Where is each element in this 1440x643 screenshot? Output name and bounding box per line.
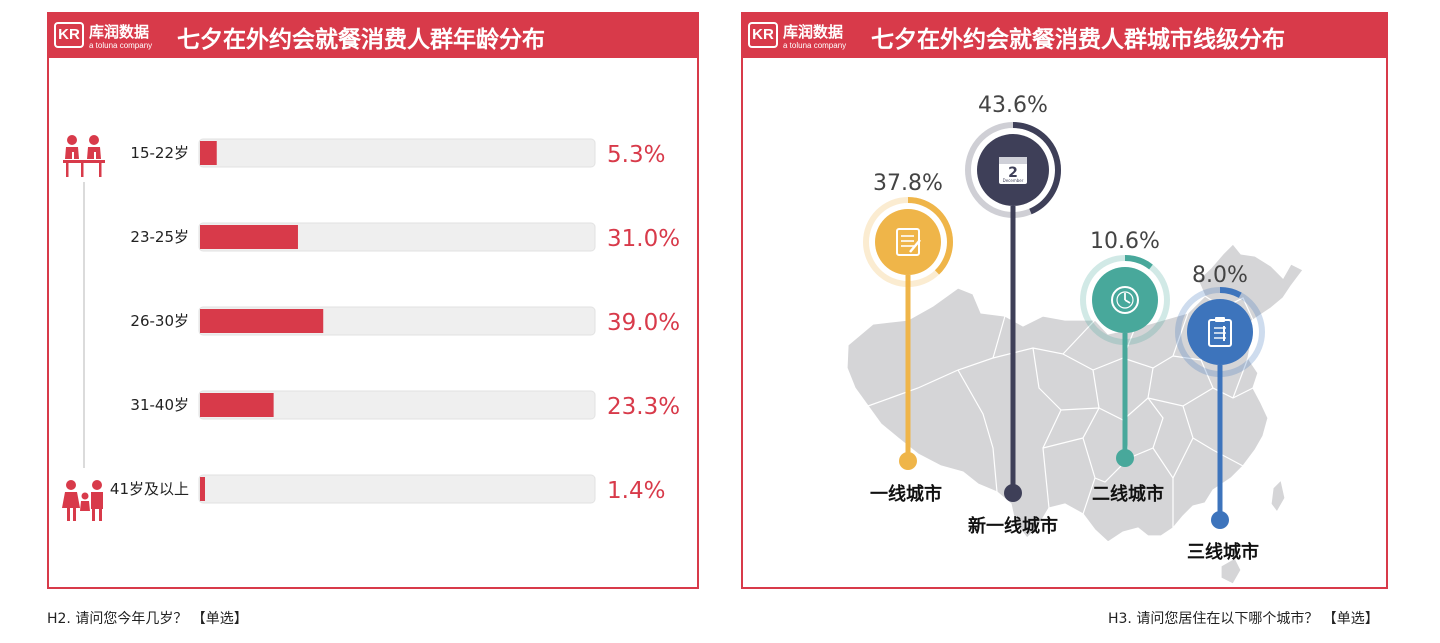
notepad-icon bbox=[896, 228, 921, 256]
pin-head bbox=[875, 209, 941, 275]
pin-value-arc bbox=[863, 197, 953, 287]
age-category-label: 26-30岁 bbox=[130, 312, 189, 330]
age-bar bbox=[200, 477, 205, 501]
chart-title: 七夕在外约会就餐消费人群年龄分布 bbox=[177, 27, 545, 53]
panel-header: KR 库润数据 a toluna company 七夕在外约会就餐消费人群城市线… bbox=[743, 14, 1386, 58]
panel-header: KR 库润数据 a toluna company 七夕在外约会就餐消费人群年龄分… bbox=[49, 14, 697, 58]
china-map bbox=[846, 243, 1304, 585]
brand-logo: KR 库润数据 a toluna company bbox=[748, 19, 852, 53]
age-bar bbox=[200, 225, 298, 249]
pin-value-arc bbox=[965, 122, 1061, 218]
bar-track bbox=[198, 222, 596, 252]
age-value-label: 1.4% bbox=[607, 478, 665, 504]
family-icon bbox=[62, 480, 103, 521]
pin-endpoint bbox=[1211, 511, 1229, 529]
brand-name: 库润数据 bbox=[89, 23, 150, 41]
pin-head bbox=[1187, 299, 1253, 365]
city-value-label: 8.0% bbox=[1192, 263, 1248, 288]
students-icon bbox=[63, 135, 105, 177]
calendar-month: December bbox=[1003, 178, 1024, 183]
pin-endpoint bbox=[1116, 449, 1134, 467]
age-bar bbox=[200, 393, 274, 417]
city-tier-label: 一线城市 bbox=[870, 483, 942, 505]
age-value-label: 31.0% bbox=[607, 226, 680, 252]
clipboard-icon bbox=[1208, 317, 1232, 347]
pin-endpoint bbox=[1004, 484, 1022, 502]
chart-title: 七夕在外约会就餐消费人群城市线级分布 bbox=[871, 27, 1285, 53]
brand-logo: KR 库润数据 a toluna company bbox=[54, 19, 158, 53]
brand-mark: KR bbox=[54, 22, 84, 48]
brand-mark: KR bbox=[748, 22, 778, 48]
city-value-label: 37.8% bbox=[873, 171, 943, 196]
city-tier-label: 二线城市 bbox=[1092, 483, 1164, 505]
city-value-label: 43.6% bbox=[978, 93, 1048, 118]
age-bar bbox=[200, 141, 217, 165]
pin-value-arc bbox=[1175, 287, 1265, 377]
age-category-label: 41岁及以上 bbox=[110, 480, 189, 498]
age-bar-chart: 15-22岁 5.3% 23-25岁 31.0% 26-30岁 39.0% 31-40岁 23… bbox=[49, 58, 697, 591]
age-category-label: 23-25岁 bbox=[130, 228, 189, 246]
city-value-label: 10.6% bbox=[1090, 229, 1160, 254]
brand-subtitle: a toluna company bbox=[783, 41, 847, 50]
bar-track bbox=[198, 474, 596, 504]
right-caption: H3. 请问您居住在以下哪个城市？ 【单选】 bbox=[1108, 611, 1379, 627]
bar-track bbox=[198, 390, 596, 420]
brand-subtitle: a toluna company bbox=[89, 41, 153, 50]
age-value-label: 39.0% bbox=[607, 310, 680, 336]
age-value-label: 23.3% bbox=[607, 394, 680, 420]
age-distribution-panel: KR 库润数据 a toluna company 七夕在外约会就餐消费人群年龄分… bbox=[47, 12, 699, 589]
brand-name: 库润数据 bbox=[783, 23, 844, 41]
age-category-label: 15-22岁 bbox=[130, 144, 189, 162]
city-tier-label: 三线城市 bbox=[1187, 541, 1259, 563]
bar-track bbox=[198, 138, 596, 168]
city-tier-chart: 37.8% 一线城市 2 December 43.6% 新一线城市 10.6% 二线城市 8.0… bbox=[743, 58, 1386, 591]
city-tier-panel: KR 库润数据 a toluna company 七夕在外约会就餐消费人群城市线… bbox=[741, 12, 1388, 589]
pin-endpoint bbox=[899, 452, 917, 470]
city-tier-label: 新一线城市 bbox=[968, 515, 1058, 537]
clock-icon bbox=[1111, 286, 1139, 314]
left-caption: H2. 请问您今年几岁？ 【单选】 bbox=[47, 611, 248, 627]
age-value-label: 5.3% bbox=[607, 142, 665, 168]
age-category-label: 31-40岁 bbox=[130, 396, 189, 414]
age-bar bbox=[200, 309, 324, 333]
calendar-day: 2 bbox=[1008, 165, 1018, 181]
pin-value-arc bbox=[1080, 255, 1170, 345]
